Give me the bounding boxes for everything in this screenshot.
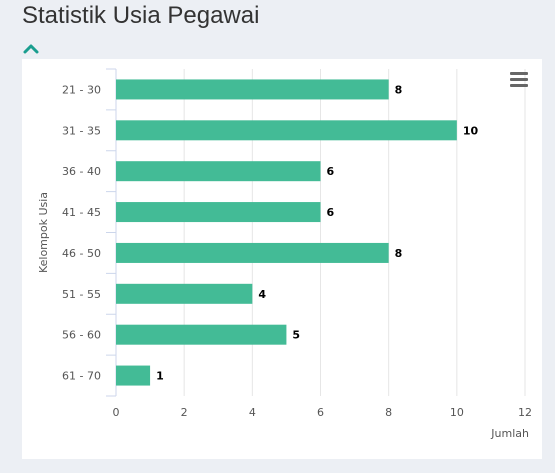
data-label: 6 <box>327 165 335 178</box>
data-label: 1 <box>156 370 164 383</box>
y-tick-label: 51 - 55 <box>62 288 101 301</box>
x-tick-label: 0 <box>113 406 120 419</box>
bar <box>116 161 321 182</box>
x-tick-label: 10 <box>450 406 464 419</box>
y-tick-label: 61 - 70 <box>62 370 101 383</box>
age-bar-chart: 21 - 30 31 - 35 36 - 40 41 - 45 46 - 50 51 - … <box>37 68 532 440</box>
y-tick-label: 56 - 60 <box>62 329 101 342</box>
data-label: 10 <box>463 124 479 137</box>
x-tick-label: 12 <box>518 406 532 419</box>
x-tick-label: 6 <box>317 406 324 419</box>
bar <box>116 324 287 345</box>
collapse-toggle-button[interactable] <box>22 40 40 54</box>
x-tick-label: 2 <box>181 406 188 419</box>
x-tick-label: 4 <box>249 406 256 419</box>
bar <box>116 365 151 386</box>
y-axis-title: Kelompok Usia <box>37 192 50 273</box>
bar <box>116 79 389 100</box>
bar <box>116 242 389 263</box>
y-tick-label: 36 - 40 <box>62 165 101 178</box>
chevron-up-icon <box>23 44 39 54</box>
bar <box>116 202 321 223</box>
data-label: 5 <box>292 329 300 342</box>
y-tick-label: 21 - 30 <box>62 83 101 96</box>
data-label: 8 <box>395 247 403 260</box>
hamburger-menu-icon <box>510 72 528 75</box>
x-tick-label: 8 <box>385 406 392 419</box>
y-tick-label: 31 - 35 <box>62 124 101 137</box>
chart-panel: 21 - 30 31 - 35 36 - 40 41 - 45 46 - 50 51 - … <box>22 59 542 459</box>
data-label: 8 <box>395 83 403 96</box>
data-label: 4 <box>258 288 266 301</box>
y-tick-label: 46 - 50 <box>62 247 101 260</box>
bar <box>116 120 457 141</box>
chart-menu-button[interactable] <box>510 72 530 88</box>
x-axis-title: Jumlah <box>490 427 529 440</box>
bar <box>116 283 253 304</box>
data-label: 6 <box>327 206 335 219</box>
y-tick-label: 41 - 45 <box>62 206 101 219</box>
page-title: Statistik Usia Pegawai <box>22 2 260 29</box>
